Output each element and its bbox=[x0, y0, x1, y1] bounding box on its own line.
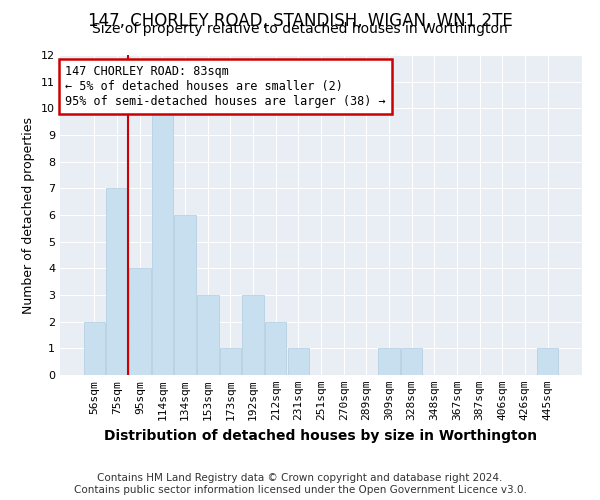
X-axis label: Distribution of detached houses by size in Worthington: Distribution of detached houses by size … bbox=[104, 428, 538, 442]
Bar bbox=[197, 295, 218, 375]
Bar bbox=[152, 108, 173, 375]
Text: 147, CHORLEY ROAD, STANDISH, WIGAN, WN1 2TE: 147, CHORLEY ROAD, STANDISH, WIGAN, WN1 … bbox=[88, 12, 512, 30]
Bar bbox=[220, 348, 241, 375]
Bar bbox=[175, 215, 196, 375]
Bar bbox=[84, 322, 105, 375]
Y-axis label: Number of detached properties: Number of detached properties bbox=[22, 116, 35, 314]
Bar bbox=[129, 268, 151, 375]
Bar bbox=[401, 348, 422, 375]
Bar bbox=[106, 188, 128, 375]
Text: 147 CHORLEY ROAD: 83sqm
← 5% of detached houses are smaller (2)
95% of semi-deta: 147 CHORLEY ROAD: 83sqm ← 5% of detached… bbox=[65, 64, 386, 108]
Bar bbox=[287, 348, 309, 375]
Text: Size of property relative to detached houses in Worthington: Size of property relative to detached ho… bbox=[92, 22, 508, 36]
Bar bbox=[537, 348, 558, 375]
Bar bbox=[242, 295, 264, 375]
Bar bbox=[265, 322, 286, 375]
Bar bbox=[378, 348, 400, 375]
Text: Contains HM Land Registry data © Crown copyright and database right 2024.
Contai: Contains HM Land Registry data © Crown c… bbox=[74, 474, 526, 495]
